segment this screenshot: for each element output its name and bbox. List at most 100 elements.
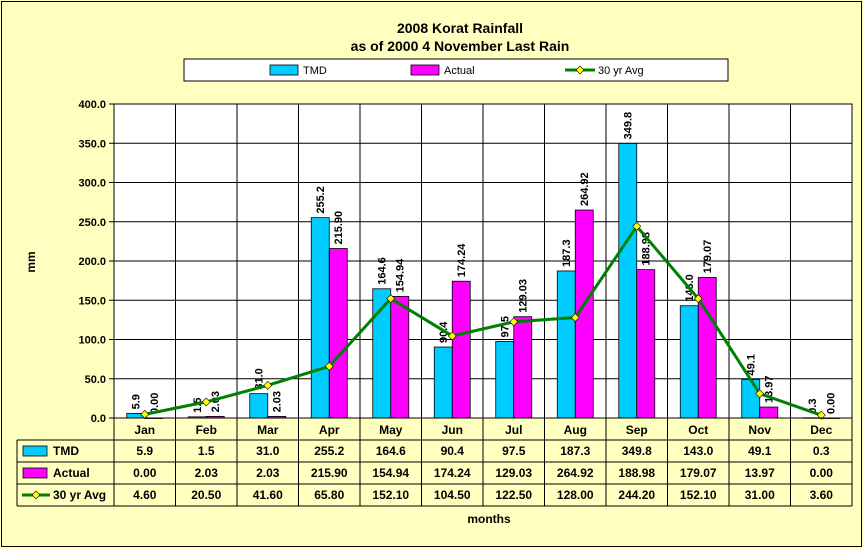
- data-label: 0.00: [149, 393, 161, 414]
- y-tick-label: 350.0: [78, 138, 106, 150]
- table-cell: 104.50: [434, 488, 471, 502]
- table-cell: 0.00: [133, 466, 157, 480]
- table-cell: 1.5: [198, 444, 215, 458]
- table-cell: 129.03: [495, 466, 532, 480]
- table-cell: 0.00: [810, 466, 834, 480]
- table-legend-key: [22, 445, 48, 457]
- bar-tmd: [556, 270, 576, 419]
- bar-tmd: [618, 143, 638, 419]
- avg-marker: [816, 410, 826, 420]
- bar-actual: [451, 280, 471, 419]
- data-label: 264.92: [579, 172, 591, 206]
- table-cell: 164.6: [376, 444, 406, 458]
- table-cell: 20.50: [191, 488, 221, 502]
- avg-marker: [570, 313, 580, 322]
- category-label: Mar: [257, 423, 279, 437]
- data-label: 5.9: [131, 394, 143, 409]
- bar-tmd: [741, 379, 761, 419]
- data-label: 0.00: [825, 393, 837, 414]
- data-label: 255.2: [315, 186, 327, 214]
- avg-marker: [386, 294, 396, 304]
- chart-marks: 0.0 50.0 100.0 150.0 200.0 250.0 300.0 350.0 400…: [16, 58, 853, 507]
- category-label: Sep: [626, 423, 648, 437]
- data-label: 187.3: [561, 239, 573, 267]
- legend-label: 30 yr Avg: [598, 65, 644, 77]
- avg-marker: [755, 389, 765, 399]
- table-cell: 97.5: [502, 444, 526, 458]
- bar-tmd: [679, 305, 699, 419]
- table-cell: 4.60: [133, 488, 157, 502]
- table-legend-key: [22, 467, 48, 479]
- category-label: Jul: [505, 423, 522, 437]
- bar-tmd: [249, 393, 269, 419]
- table-cell: 31.0: [256, 444, 280, 458]
- table-cell: 49.1: [748, 444, 772, 458]
- table-row-header: Actual: [53, 466, 90, 480]
- table-cell: 215.90: [311, 466, 348, 480]
- table-row-header: 30 yr Avg: [53, 488, 106, 502]
- table-cell: 152.10: [680, 488, 717, 502]
- legend-label: TMD: [303, 65, 327, 77]
- category-label: Jun: [442, 423, 463, 437]
- table-cell: 2.03: [256, 466, 280, 480]
- table-cell: 41.60: [253, 488, 283, 502]
- bar-actual: [390, 295, 410, 419]
- table-cell: 122.50: [495, 488, 532, 502]
- avg-marker: [509, 317, 519, 327]
- data-label: 1.5: [192, 398, 204, 413]
- table-cell: 65.80: [314, 488, 344, 502]
- category-label: Nov: [748, 423, 771, 437]
- table-cell: 244.20: [618, 488, 655, 502]
- data-label: 97.5: [500, 316, 512, 337]
- y-tick-label: 50.0: [85, 374, 106, 386]
- data-label: 179.07: [702, 240, 714, 274]
- category-label: Jan: [134, 423, 155, 437]
- y-tick-label: 300.0: [78, 178, 106, 190]
- data-label: 154.94: [395, 258, 407, 293]
- legend-key: [410, 64, 440, 76]
- category-label: Feb: [196, 423, 217, 437]
- table-cell: 31.00: [745, 488, 775, 502]
- table-cell: 255.2: [314, 444, 344, 458]
- y-tick-label: 150.0: [78, 295, 106, 307]
- table-cell: 128.00: [557, 488, 594, 502]
- legend-label: Actual: [444, 65, 475, 77]
- category-label: Dec: [810, 423, 832, 437]
- table-cell: 5.9: [136, 444, 153, 458]
- legend-key: [269, 64, 299, 76]
- avg-marker: [324, 361, 334, 371]
- y-tick-label: 200.0: [78, 256, 106, 268]
- avg-line: [144, 223, 822, 417]
- data-label: 31.0: [254, 368, 266, 389]
- table-cell: 152.10: [372, 488, 409, 502]
- avg-marker: [263, 380, 273, 390]
- avg-marker: [447, 331, 457, 341]
- data-label: 164.6: [377, 257, 389, 285]
- data-label: 49.1: [746, 354, 758, 375]
- avg-marker: [201, 397, 211, 407]
- bar-actual: [636, 269, 656, 419]
- table-cell: 188.98: [618, 466, 655, 480]
- chart-subtitle: as of 2000 4 November Last Rain: [351, 38, 570, 54]
- table-cell: 3.60: [810, 488, 834, 502]
- table-cell: 349.8: [622, 444, 652, 458]
- category-label: Oct: [688, 423, 708, 437]
- table-cell: 187.3: [560, 444, 590, 458]
- table-cell: 154.94: [372, 466, 409, 480]
- y-axis-label: mm: [24, 251, 38, 272]
- bar-actual: [328, 248, 348, 419]
- category-label: Apr: [319, 423, 340, 437]
- y-tick-label: 0.0: [91, 413, 106, 425]
- table-cell: 179.07: [680, 466, 717, 480]
- y-tick-label: 250.0: [78, 217, 106, 229]
- y-tick-label: 100.0: [78, 335, 106, 347]
- data-label: 215.90: [333, 211, 345, 245]
- table-cell: 143.0: [683, 444, 713, 458]
- data-label: 349.8: [623, 112, 635, 140]
- table-cell: 264.92: [557, 466, 594, 480]
- bar-actual: [759, 406, 779, 419]
- bar-actual: [513, 316, 533, 419]
- y-tick-label: 400.0: [78, 99, 106, 111]
